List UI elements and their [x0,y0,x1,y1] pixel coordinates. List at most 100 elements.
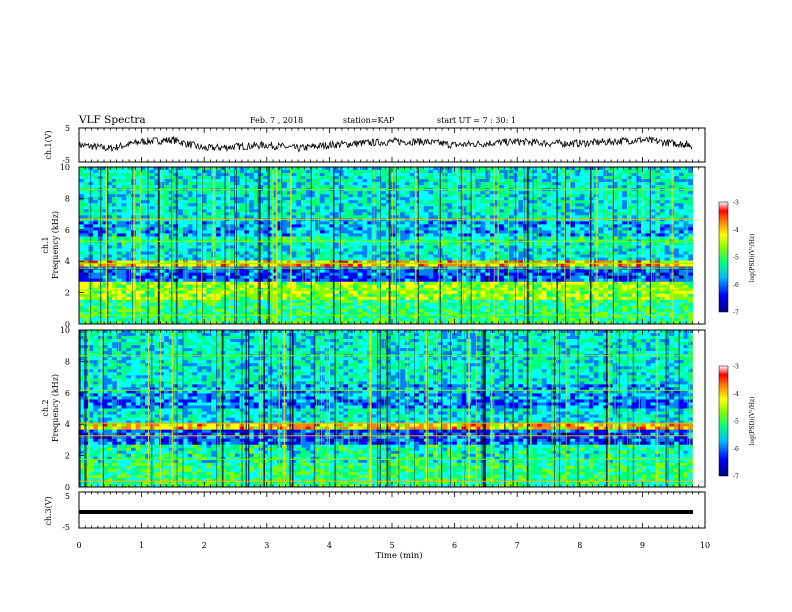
spectrogram-cell [390,206,396,210]
spectrogram-cell [121,278,127,283]
spectrogram-cell [485,233,491,237]
spectrogram-cell [504,173,510,177]
spectrogram-cell [192,191,198,195]
spectrogram-cell [206,203,212,207]
spectrogram-cell [688,170,694,174]
spectrogram-cell [688,236,694,240]
spectrogram-cell [664,275,670,280]
spectrogram-cell [386,182,392,186]
spectrogram-cell [641,179,647,183]
spectrogram-cell [447,185,453,189]
spectrogram-cell [598,269,604,273]
spectrogram-cell [286,167,292,171]
spectrogram-cell [626,185,632,189]
spectrogram-cell [154,179,160,183]
spectrogram-cell [565,191,571,195]
spectrogram-cell [79,200,85,204]
spectrogram-cell [607,197,613,201]
spectrogram-cell [192,194,198,198]
spectrogram-cell [282,278,288,283]
spectrogram-cell [206,269,212,273]
spectrogram-cell [499,257,505,261]
spectrogram-cell [400,236,406,240]
spectrogram-cell [598,248,604,252]
spectrogram-cell [215,215,221,219]
spectrogram-cell [253,170,259,174]
spectrogram-cell [244,263,250,267]
spectrogram-cell [343,167,349,171]
spectrogram-cell [116,194,122,198]
spectrogram-cell [404,272,410,276]
spectrogram-cell [135,182,141,186]
spectrogram-cell [688,269,694,273]
spectrogram-cell [206,167,212,171]
spectrogram-cell [485,176,491,180]
spectrogram-cell [574,194,580,198]
spectrogram-cell [258,173,264,177]
spectrogram-cell [475,275,481,280]
spectrogram-cell [263,191,269,195]
spectrogram-cell [93,278,99,283]
spectrogram-cell [319,257,325,261]
spectrogram-cell [641,227,647,231]
spectrogram-cell [678,203,684,207]
spectrogram-cell [645,182,651,186]
spectrogram-cell [249,200,255,204]
spectrogram-cell [475,212,481,216]
spectrogram-cell [234,275,240,280]
spectrogram-cell [428,203,434,207]
spectrogram-cell [272,179,278,183]
spectrogram-cell [518,173,524,177]
spectrogram-cell [546,236,552,240]
spectrogram-cell [570,167,576,171]
spectrogram-cell [362,212,368,216]
spectrogram-cell [277,176,283,180]
spectrogram-cell [565,179,571,183]
spectrogram-cell [367,206,373,210]
spectrogram-cell [447,200,453,204]
spectrogram-cell [664,185,670,189]
spectrogram-cell [121,191,127,195]
spectrogram-cell [423,170,429,174]
spectrogram-cell [400,233,406,237]
spectrogram-cell [574,278,580,283]
spectrogram-cell [239,209,245,213]
spectrogram-cell [305,278,311,283]
spectrogram-cell [338,167,344,171]
spectrogram-cell [286,200,292,204]
spectrogram-cell [357,275,363,280]
spectrogram-cell [598,200,604,204]
spectrogram-cell [683,248,689,252]
spectrogram-cell [272,167,278,171]
spectrogram-cell [282,203,288,207]
spectrogram-cell [390,221,396,225]
spectrogram-cell [352,215,358,219]
spectrogram-cell [352,230,358,234]
spectrogram-cell [121,185,127,189]
spectrogram-cell [475,173,481,177]
spectrogram-cell [475,176,481,180]
spectrogram-cell [282,194,288,198]
spectrogram-cell [215,182,221,186]
spectrogram-cell [230,185,236,189]
spectrogram-cell [121,167,127,171]
spectrogram-cell [291,173,297,177]
spectrogram-cell [220,185,226,189]
spectrogram-cell [116,257,122,261]
spectrogram-cell [206,263,212,267]
spectrogram-cell [159,200,165,204]
spectrogram-cell [475,236,481,240]
spectrogram-cell [149,212,155,216]
spectrogram-cell [249,269,255,273]
spectrogram-cell [206,185,212,189]
spectrogram-cell [433,179,439,183]
spectrogram-cell [116,233,122,237]
spectrogram-cell [154,191,160,195]
spectrogram-cell [102,203,108,207]
spectrogram-cell [452,224,458,228]
spectrogram-cell [116,281,122,286]
spectrogram-cell [296,224,302,228]
spectrogram-cell [688,185,694,189]
spectrogram-cell [428,215,434,219]
spectrogram-cell [381,167,387,171]
